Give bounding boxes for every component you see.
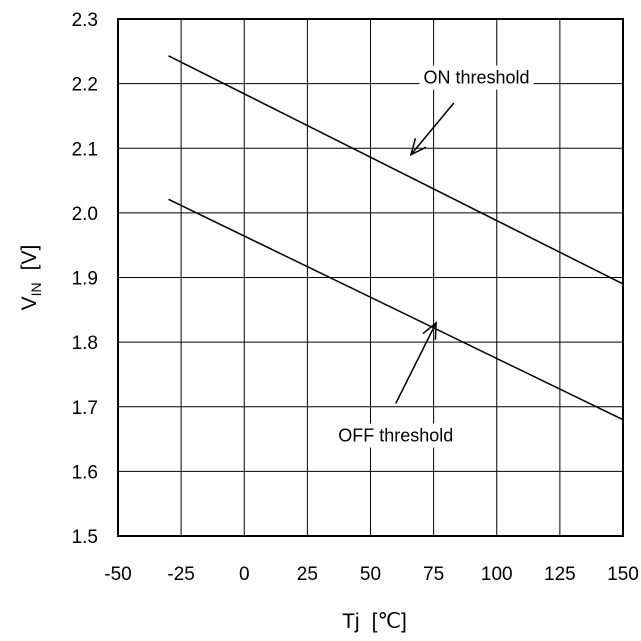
y-tick-label: 2.3 — [72, 10, 98, 31]
axis-labels: Tj [℃] VIN [V] — [18, 245, 407, 633]
y-tick-label: 1.8 — [72, 333, 98, 354]
annotation-background — [419, 65, 534, 90]
annotation-background — [334, 423, 458, 448]
x-tick-label: 125 — [544, 564, 576, 585]
plot-frame — [117, 18, 624, 537]
grid — [118, 19, 623, 536]
x-axis-label: Tj [℃] — [342, 610, 407, 633]
annotation-on: ON threshold — [424, 68, 530, 88]
y-tick-label: 2.2 — [72, 75, 98, 96]
y-tick-label: 1.9 — [72, 269, 98, 290]
x-tick-label: 100 — [481, 564, 513, 585]
y-axis-label-main: V — [18, 296, 41, 310]
x-tick-label: -25 — [167, 564, 194, 585]
y-axis-label: VIN [V] — [18, 245, 44, 311]
x-axis-label-unit: [℃] — [372, 610, 407, 633]
arrow-off — [395, 322, 437, 404]
arrowhead-on — [409, 138, 427, 157]
annotations: ON threshold OFF threshold — [334, 65, 534, 448]
x-tick-label: 25 — [297, 564, 318, 585]
x-tick-label: 150 — [607, 564, 639, 585]
x-tick-label: -50 — [104, 564, 131, 585]
x-tick-labels: -50 -25 0 25 50 75 100 125 150 — [104, 564, 639, 585]
x-tick-label: 0 — [239, 564, 250, 585]
x-tick-label: 75 — [423, 564, 444, 585]
series-line-on — [168, 55, 624, 285]
y-tick-labels: 1.5 1.6 1.7 1.8 1.9 2.0 2.1 2.2 2.3 — [72, 10, 98, 548]
x-tick-label: 50 — [360, 564, 381, 585]
y-axis-label-subscript: IN — [28, 282, 44, 296]
y-tick-label: 1.6 — [72, 462, 98, 483]
y-tick-label: 1.7 — [72, 398, 98, 419]
arrowhead-off — [422, 321, 437, 340]
series-lines — [168, 55, 624, 421]
arrow-on — [410, 102, 455, 156]
series-line-off — [168, 198, 624, 421]
x-axis-label-main: Tj — [342, 610, 360, 633]
y-axis-label-unit: [V] — [18, 245, 41, 271]
y-tick-label: 1.5 — [72, 527, 98, 548]
annotation-off: OFF threshold — [338, 426, 453, 446]
y-tick-label: 2.1 — [72, 139, 98, 160]
y-tick-label: 2.0 — [72, 204, 98, 225]
